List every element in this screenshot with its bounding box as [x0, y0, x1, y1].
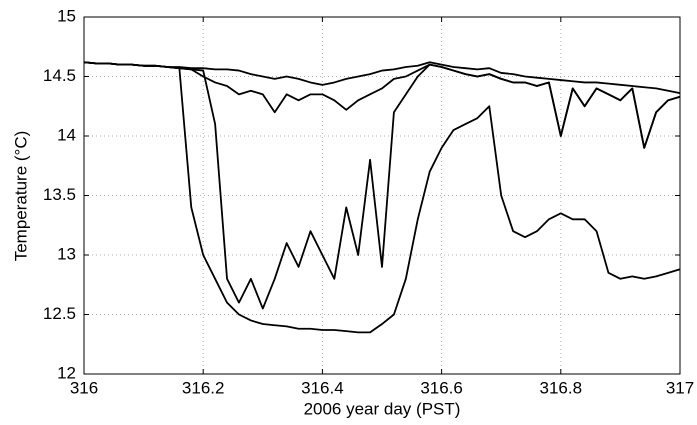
y-tick-label: 15 [57, 6, 76, 25]
y-tick-label: 14.5 [43, 66, 76, 85]
y-tick-label: 12 [57, 363, 76, 382]
x-tick-label: 316.2 [182, 378, 225, 397]
y-tick-label: 12.5 [43, 304, 76, 323]
y-tick-label: 14 [57, 125, 76, 144]
data-line [83, 61, 681, 310]
y-tick-label: 13 [57, 244, 76, 263]
data-line [83, 61, 681, 95]
x-tick-label: 316.4 [301, 378, 344, 397]
x-tick-label: 316.6 [420, 378, 463, 397]
y-tick-label: 13.5 [43, 185, 76, 204]
plot-frame [83, 16, 681, 375]
x-tick-label: 316 [70, 378, 98, 397]
data-line [83, 61, 681, 149]
y-axis-label: Temperature (°C) [11, 131, 30, 262]
data-line [83, 61, 681, 334]
x-axis-label: 2006 year day (PST) [304, 399, 461, 418]
x-tick-label: 316.8 [540, 378, 583, 397]
x-tick-label: 317 [666, 378, 694, 397]
